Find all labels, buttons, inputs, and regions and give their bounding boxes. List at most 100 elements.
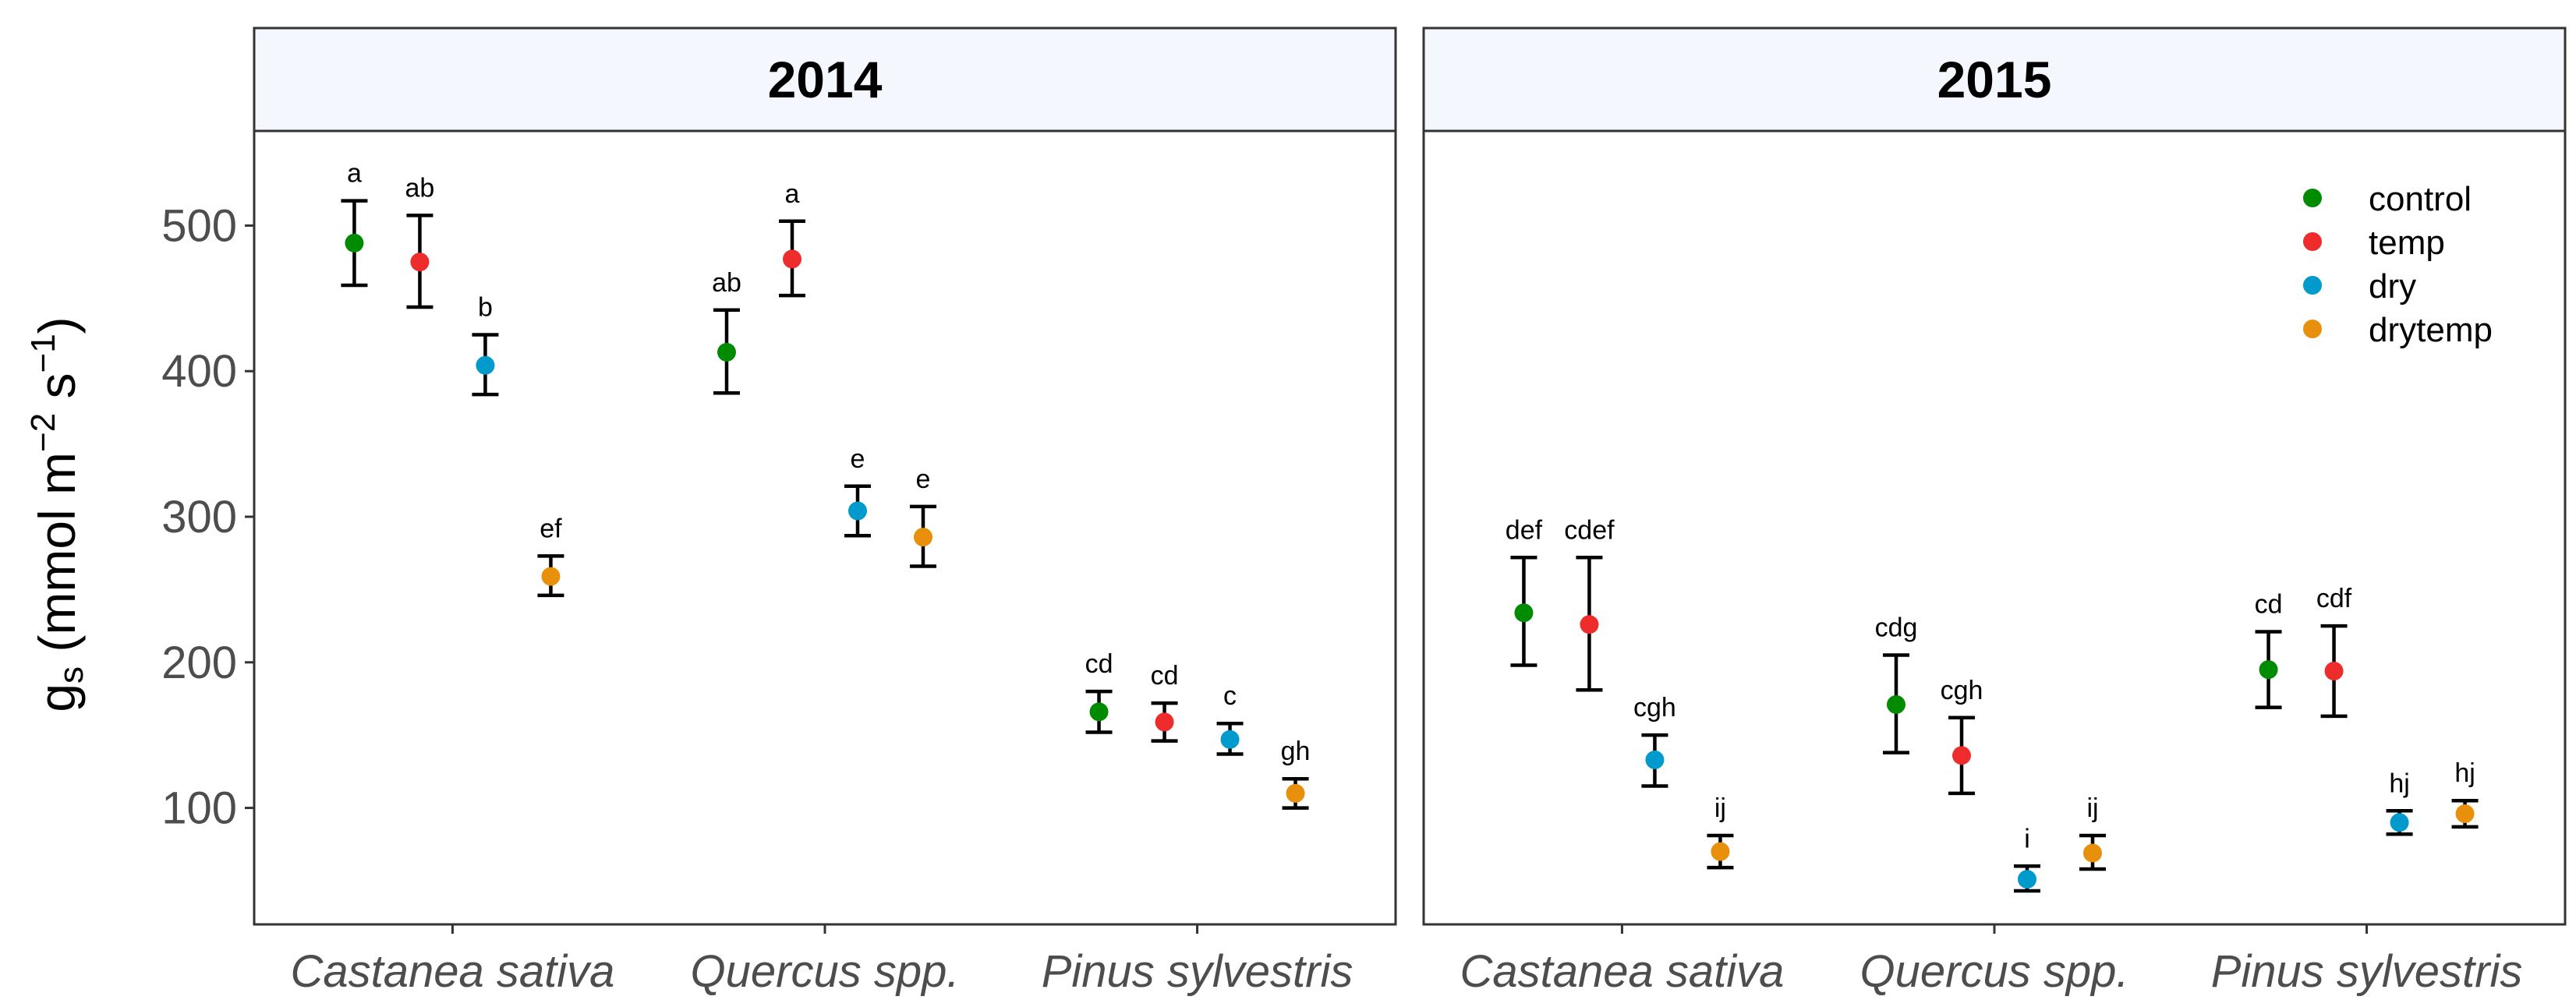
y-axis-title-mid: s xyxy=(28,373,86,412)
significance-letter: a xyxy=(785,179,800,209)
strip-background xyxy=(253,26,1397,132)
significance-letter: i xyxy=(2024,824,2030,853)
y-tick-label: 300 xyxy=(161,492,237,542)
significance-letter: cgh xyxy=(1941,676,1983,705)
mean-point xyxy=(1645,750,1665,769)
significance-letter: a xyxy=(347,159,362,189)
legend-label: control xyxy=(2369,180,2472,218)
point-control: cd xyxy=(2255,590,2283,709)
legend-item-dry: dry xyxy=(2303,267,2416,306)
y-axis-title-sub: s xyxy=(52,666,90,684)
significance-letter: ij xyxy=(2086,793,2098,823)
y-axis-title-close: ) xyxy=(28,316,86,334)
mean-point xyxy=(1286,783,1305,803)
significance-letter: gh xyxy=(1281,737,1311,766)
point-temp: cdef xyxy=(1564,515,1615,692)
mean-point xyxy=(1952,746,1971,765)
y-axis-title-exp2: −1 xyxy=(24,334,62,373)
significance-letter: cdf xyxy=(2316,584,2352,613)
mean-point xyxy=(1887,694,1905,714)
legend-swatch xyxy=(2303,232,2322,251)
legend-label: dry xyxy=(2369,267,2416,306)
legend: control temp dry drytemp xyxy=(2303,180,2493,349)
legend-label: temp xyxy=(2369,224,2445,262)
point-drytemp: e xyxy=(910,465,936,568)
mean-point xyxy=(848,501,867,521)
y-tick-label: 100 xyxy=(161,783,237,834)
point-dry: c xyxy=(1216,681,1244,756)
mean-point xyxy=(541,567,561,586)
y-tick-label: 200 xyxy=(161,638,237,688)
point-control: def xyxy=(1506,515,1543,667)
mean-point xyxy=(1089,702,1109,722)
significance-letter: b xyxy=(478,293,493,323)
legend-item-control: control xyxy=(2303,180,2472,218)
mean-point xyxy=(1514,603,1534,623)
mean-point xyxy=(345,233,364,253)
point-dry: e xyxy=(844,444,871,538)
point-drytemp: gh xyxy=(1281,737,1311,810)
point-control: ab xyxy=(712,268,741,395)
legend-swatch xyxy=(2303,320,2322,338)
mean-point xyxy=(914,528,932,547)
x-tick-label: Castanea sativa xyxy=(1460,946,1784,997)
significance-letter: ij xyxy=(1714,793,1726,823)
mean-point xyxy=(2455,804,2475,824)
y-axis-title-base: g xyxy=(28,684,86,712)
significance-letter: e xyxy=(916,465,931,494)
x-tick-label: Pinus sylvestris xyxy=(2211,946,2523,997)
point-drytemp: ij xyxy=(2079,793,2106,871)
significance-letter: c xyxy=(1223,681,1237,711)
point-dry: i xyxy=(2014,824,2040,893)
point-temp: ab xyxy=(405,173,434,309)
point-temp: cgh xyxy=(1941,676,1983,796)
y-axis-title-exp1: −2 xyxy=(24,413,62,452)
x-tick-label: Castanea sativa xyxy=(290,946,614,997)
y-tick-label: 400 xyxy=(161,346,237,397)
significance-letter: cdg xyxy=(1875,613,1918,642)
point-control: a xyxy=(341,159,368,288)
mean-point xyxy=(2083,843,2102,863)
mean-point xyxy=(476,355,495,375)
y-axis-title-unit: (mmol m xyxy=(28,452,86,666)
legend-label: drytemp xyxy=(2369,311,2493,349)
significance-letter: e xyxy=(851,444,865,474)
y-tick-label: 500 xyxy=(161,200,237,251)
legend-swatch xyxy=(2303,276,2322,295)
significance-letter: hj xyxy=(2389,768,2409,798)
plot-area xyxy=(253,129,1397,926)
mean-point xyxy=(2259,660,2278,680)
point-temp: cd xyxy=(1151,661,1179,743)
significance-letter: ef xyxy=(540,514,562,543)
mean-point xyxy=(2390,813,2409,832)
point-drytemp: ef xyxy=(537,514,564,598)
significance-letter: hj xyxy=(2454,758,2475,788)
point-control: cd xyxy=(1085,649,1113,734)
point-drytemp: hj xyxy=(2451,758,2479,829)
point-drytemp: ij xyxy=(1707,793,1734,870)
mean-point xyxy=(783,249,801,269)
significance-letter: cdef xyxy=(1564,515,1615,545)
mean-point xyxy=(2324,661,2344,680)
y-axis-title: gs (mmol m−2 s−1) xyxy=(24,316,90,712)
significance-letter: cd xyxy=(1151,661,1179,691)
plot-area xyxy=(1422,129,2567,926)
mean-point xyxy=(1711,842,1730,861)
significance-letter: ab xyxy=(712,268,741,298)
x-tick-label: Pinus sylvestris xyxy=(1042,946,1353,997)
panel-2014: 2014 Castanea sativa a ab b ef Quercus spp. ab a… xyxy=(253,26,1397,997)
mean-point xyxy=(717,342,736,362)
mean-point xyxy=(2018,870,2036,889)
strip-title: 2015 xyxy=(1937,51,2052,108)
point-dry: cgh xyxy=(1633,693,1676,788)
mean-point xyxy=(410,253,430,272)
strip-background xyxy=(1422,26,2567,132)
mean-point xyxy=(1580,615,1599,634)
significance-letter: cd xyxy=(1085,649,1113,679)
point-temp: cdf xyxy=(2316,584,2352,719)
point-control: cdg xyxy=(1875,613,1918,754)
legend-item-drytemp: drytemp xyxy=(2303,311,2493,349)
point-temp: a xyxy=(779,179,805,298)
x-tick-label: Quercus spp. xyxy=(691,946,960,997)
